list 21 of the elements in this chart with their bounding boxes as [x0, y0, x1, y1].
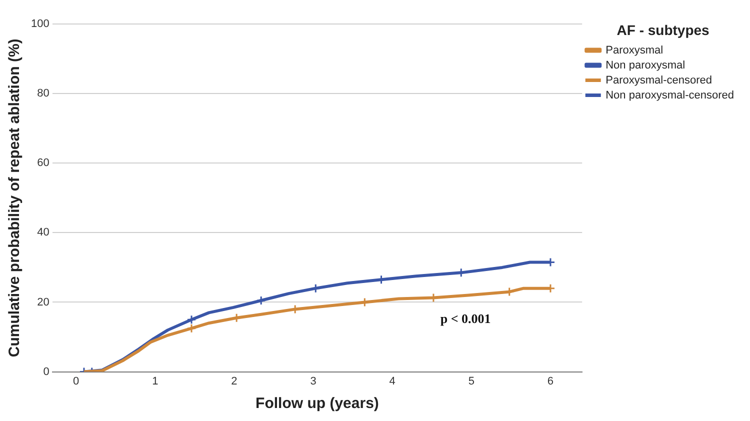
x-tick-label: 2: [231, 375, 238, 388]
y-tick-label: 20: [37, 296, 50, 308]
x-tick-label: 5: [468, 375, 474, 388]
legend-title: AF - subtypes: [616, 22, 710, 38]
y-tick-label: 40: [37, 226, 50, 239]
legend-label: Paroxysmal-censored: [606, 74, 712, 86]
annotation: p < 0.001: [440, 310, 491, 326]
y-tick-label: 60: [37, 157, 50, 170]
legend-label: Paroxysmal: [606, 44, 664, 56]
y-tick-label: 80: [37, 88, 50, 100]
x-axis-title: Follow up (years): [256, 395, 379, 412]
x-tick-label: 1: [152, 375, 158, 388]
x-tick-label: 3: [310, 375, 316, 388]
x-tick-label: 6: [547, 375, 554, 388]
x-tick-label: 0: [73, 375, 80, 388]
y-tick-label: 100: [30, 18, 50, 30]
y-tick-label: 0: [43, 366, 50, 378]
legend-label: Non paroxysmal: [606, 59, 686, 72]
y-axis-title: Cumulative probability of repeat ablation (%): [6, 38, 24, 358]
legend-label: Non paroxysmal-censored: [606, 89, 734, 102]
x-tick-label: 4: [389, 375, 396, 388]
